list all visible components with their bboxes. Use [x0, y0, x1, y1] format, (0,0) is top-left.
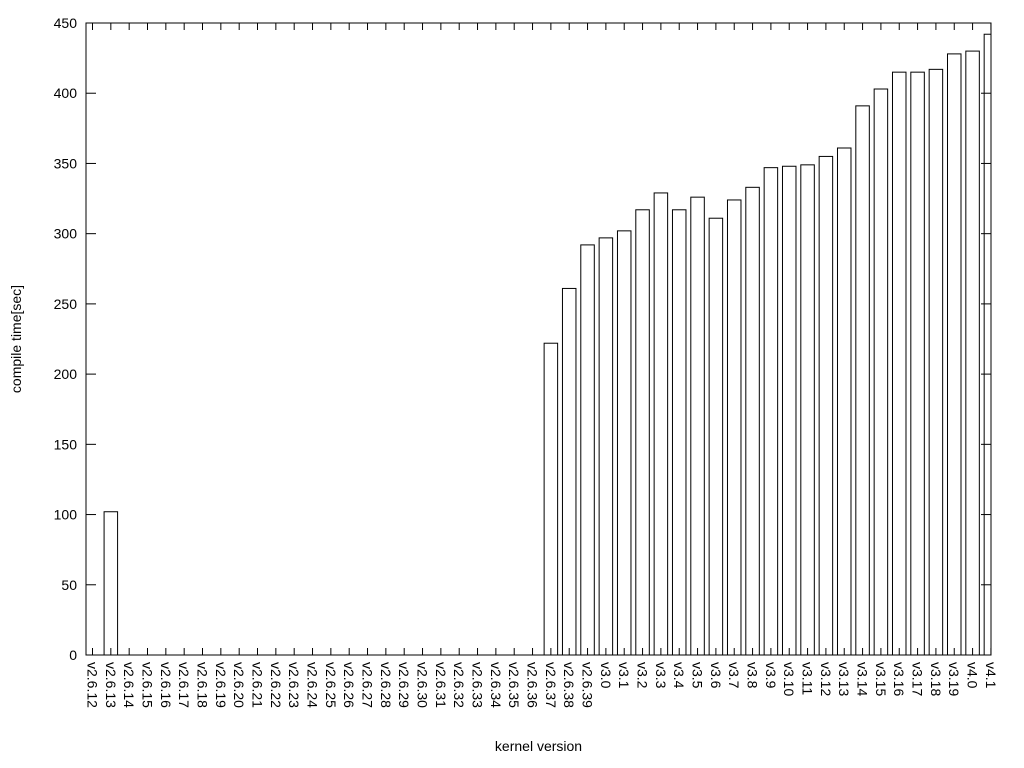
x-tick-label: v2.6.29 [396, 662, 412, 708]
y-tick-label: 0 [69, 647, 77, 663]
y-tick-label: 150 [54, 436, 78, 452]
bar-v3.6 [708, 217, 724, 656]
x-tick-label: v2.6.24 [305, 662, 321, 708]
x-tick-label: v2.6.32 [451, 662, 467, 708]
x-tick-label: v2.6.31 [433, 662, 449, 708]
bar-v3.19 [946, 53, 962, 656]
x-tick-label: v2.6.37 [543, 662, 559, 708]
x-tick-label: v3.19 [946, 662, 962, 696]
x-tick-label: v2.6.14 [121, 662, 137, 708]
x-tick-label: v2.6.17 [176, 662, 192, 708]
x-tick-label: v3.3 [653, 662, 669, 689]
x-tick-label: v2.6.36 [525, 662, 541, 708]
x-tick-label: v3.5 [690, 662, 706, 689]
y-tick-label: 300 [54, 226, 78, 242]
bar-v3.18 [928, 68, 944, 656]
y-axis-title: compile time[sec] [8, 285, 24, 393]
y-tick-label: 450 [54, 15, 78, 31]
x-tick-label: v3.9 [763, 662, 779, 689]
x-tick-label: v2.6.18 [195, 662, 211, 708]
bar-v3.3 [653, 192, 669, 656]
y-tick-label: 200 [54, 366, 78, 382]
x-tick-label: v3.12 [818, 662, 834, 696]
x-tick-label: v2.6.21 [250, 662, 266, 708]
bar-v3.13 [836, 147, 852, 656]
x-tick-label: v2.6.30 [415, 662, 431, 708]
x-tick-label: v2.6.38 [561, 662, 577, 708]
x-tick-label: v4.1 [983, 662, 999, 689]
y-tick-label: 350 [54, 155, 78, 171]
x-tick-label: v3.4 [671, 662, 687, 689]
x-tick-label: v2.6.35 [506, 662, 522, 708]
bar-v3.16 [891, 71, 907, 656]
bar-v4.1 [983, 33, 992, 656]
bar-v3.9 [763, 167, 779, 656]
x-tick-label: v2.6.15 [140, 662, 156, 708]
x-tick-label: v2.6.23 [286, 662, 302, 708]
bar-v3.7 [726, 199, 742, 656]
x-tick-label: v3.17 [910, 662, 926, 696]
x-tick-label: v3.16 [891, 662, 907, 696]
x-axis-title: kernel version [495, 738, 582, 754]
x-tick-label: v3.13 [836, 662, 852, 696]
x-tick-label: v2.6.33 [470, 662, 486, 708]
x-tick-label: v4.0 [965, 662, 981, 689]
bar-v3.4 [671, 209, 687, 656]
x-tick-label: v3.14 [855, 662, 871, 696]
x-tick-label: v2.6.20 [231, 662, 247, 708]
x-tick-label: v3.18 [928, 662, 944, 696]
bar-v4.0 [965, 50, 980, 656]
y-tick-label: 50 [61, 577, 77, 593]
bar-v2.6.13 [103, 511, 119, 656]
x-tick-label: v3.0 [598, 662, 614, 689]
x-tick-label: v3.15 [873, 662, 889, 696]
x-tick-label: v2.6.22 [268, 662, 284, 708]
x-tick-label: v2.6.26 [341, 662, 357, 708]
y-tick-label: 100 [54, 507, 78, 523]
x-tick-label: v2.6.13 [103, 662, 119, 708]
x-tick-label: v3.2 [635, 662, 651, 689]
bar-v3.2 [635, 209, 650, 656]
bar-v3.5 [690, 196, 705, 656]
bar-v2.6.37 [543, 342, 559, 656]
bar-v3.1 [616, 230, 632, 656]
bar-v3.17 [910, 71, 925, 656]
x-tick-label: v3.8 [745, 662, 761, 689]
x-tick-label: v2.6.28 [378, 662, 394, 708]
bar-v3.10 [781, 165, 797, 656]
y-tick-label: 400 [54, 85, 78, 101]
x-tick-label: v2.6.19 [213, 662, 229, 708]
x-tick-label: v2.6.34 [488, 662, 504, 708]
x-tick-label: v3.6 [708, 662, 724, 689]
bar-v3.0 [598, 237, 614, 656]
x-tick-label: v2.6.16 [158, 662, 174, 708]
x-tick-label: v2.6.39 [580, 662, 596, 708]
y-tick-label: 250 [54, 296, 78, 312]
bar-v2.6.39 [580, 244, 595, 656]
x-tick-label: v3.11 [800, 662, 816, 695]
x-tick-label: v2.6.27 [360, 662, 376, 708]
bar-v3.8 [745, 186, 760, 656]
x-tick-label: v3.1 [616, 662, 632, 689]
x-tick-label: v3.10 [781, 662, 797, 696]
x-tick-label: v2.6.25 [323, 662, 339, 708]
bar-v3.14 [855, 105, 870, 656]
x-tick-label: v2.6.12 [85, 662, 101, 708]
bar-v3.12 [818, 155, 834, 656]
bar-v2.6.38 [561, 287, 577, 656]
x-tick-label: v3.7 [726, 662, 742, 689]
bar-v3.11 [800, 164, 815, 656]
bar-v3.15 [873, 88, 889, 656]
